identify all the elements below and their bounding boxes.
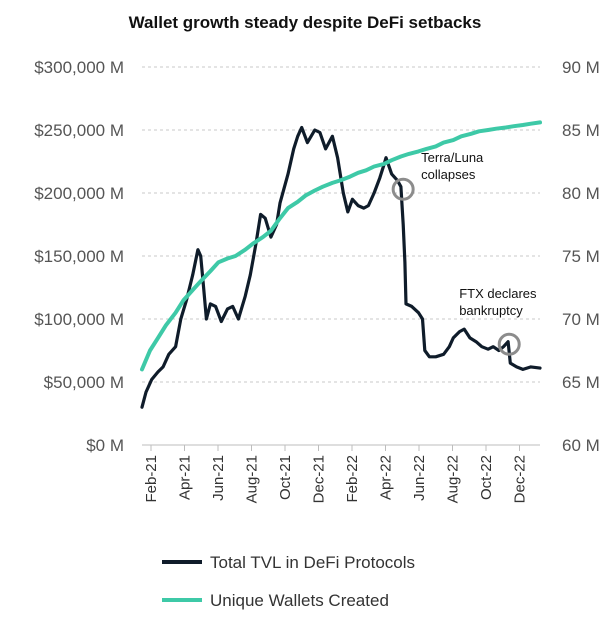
y-right-tick-label: 75 M [562,247,600,266]
y-left-tick-label: $150,000 M [34,247,124,266]
x-tick-label: Aug-21 [244,455,261,503]
x-tick-label: Dec-21 [311,455,328,503]
y-left-tick-label: $0 M [86,436,124,455]
legend-label-tvl: Total TVL in DeFi Protocols [210,553,415,572]
x-tick-label: Feb-22 [344,455,361,503]
x-tick-label: Oct-21 [277,455,294,500]
x-tick-label: Jun-22 [411,455,428,501]
annotation-label: FTX declares [459,286,537,301]
x-tick-label: Feb-21 [143,455,160,503]
annotation-circle [497,332,521,356]
y-right-tick-label: 70 M [562,310,600,329]
y-left-tick-label: $100,000 M [34,310,124,329]
x-tick-label: Dec-22 [512,455,529,503]
y-right-tick-label: 65 M [562,373,600,392]
chart-title: Wallet growth steady despite DeFi setbac… [129,13,482,32]
x-axis: Feb-21 Apr-21 Jun-21 Aug-21 Oct-21 Dec-21 Feb-… [142,444,540,503]
y-left-tick-label: $50,000 M [44,373,124,392]
y-right-tick-label: 60 M [562,436,600,455]
series-line-wallets [140,120,542,372]
annotation-label: collapses [421,167,476,182]
gridlines [142,66,540,446]
y-right-tick-label: 85 M [562,121,600,140]
annotation-label: bankruptcy [459,303,523,318]
legend-label-wallets: Unique Wallets Created [210,591,389,610]
x-tick-label: Aug-22 [445,455,462,503]
annotation-circle [391,177,415,201]
y-left-tick-label: $300,000 M [34,58,124,77]
y-right-tick-label: 90 M [562,58,600,77]
x-tick-label: Apr-21 [177,455,194,500]
series-layer [140,120,542,409]
y-left-tick-label: $250,000 M [34,121,124,140]
annotations: Terra/Luna collapses FTX declares bankruptc… [391,150,537,356]
y-right-axis: 60 M 65 M 70 M 75 M 80 M 85 M 90 M [562,58,600,455]
legend: Total TVL in DeFi Protocols Unique Walle… [162,553,415,610]
x-tick-label: Apr-22 [378,455,395,500]
series-line-tvl [140,125,542,409]
y-right-tick-label: 80 M [562,184,600,203]
y-left-axis: $0 M $50,000 M $100,000 M $150,000 M $200,00… [34,58,124,455]
x-tick-label: Oct-22 [478,455,495,500]
y-left-tick-label: $200,000 M [34,184,124,203]
annotation-label: Terra/Luna [421,150,484,165]
x-tick-label: Jun-21 [210,455,227,501]
